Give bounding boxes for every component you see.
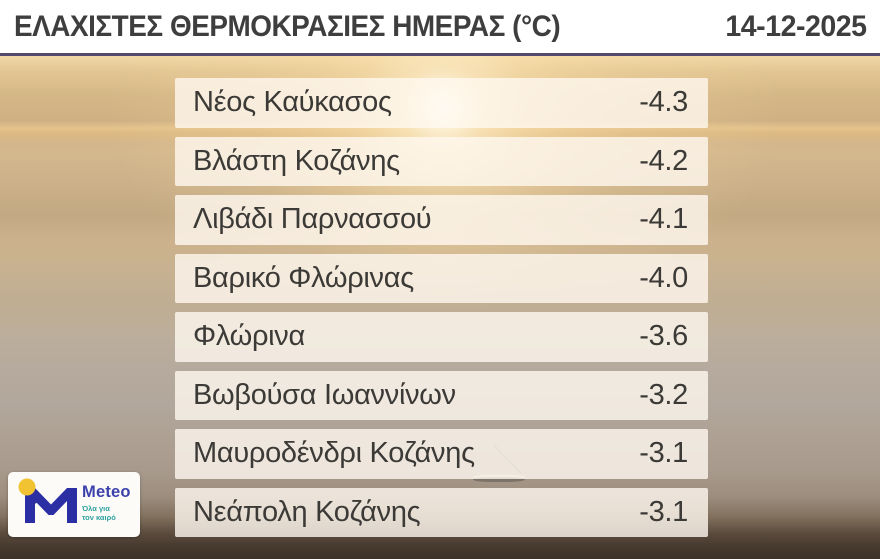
table-row: Βλάστη Κοζάνης -4.2 (175, 136, 708, 186)
page-title: ΕΛΑΧΙΣΤΕΣ ΘΕΡΜΟΚΡΑΣΙΕΣ ΗΜΕΡΑΣ (°C) (14, 9, 561, 43)
meteo-m-icon (18, 478, 77, 523)
date-label: 14-12-2025 (724, 9, 867, 43)
temperature-value: -3.1 (639, 437, 688, 470)
location-label: Βωβούσα Ιωαννίνων (193, 378, 456, 411)
table-row: Μαυροδένδρι Κοζάνης -3.1 (175, 429, 708, 479)
logo-tagline: Όλα για τον καιρό (82, 504, 116, 522)
sun-dot-icon (18, 478, 36, 496)
temperature-value: -3.2 (639, 378, 688, 411)
temperature-value: -3.1 (639, 495, 688, 528)
sailboat-hull (473, 477, 525, 482)
temperature-value: -3.6 (639, 320, 688, 353)
temperature-value: -4.3 (639, 86, 688, 119)
location-label: Βαρικό Φλώρινας (193, 261, 414, 294)
location-label: Λιβάδι Παρνασσού (193, 203, 432, 236)
temperature-value: -4.0 (639, 261, 688, 294)
location-label: Νέος Καύκασος (193, 86, 392, 119)
table-row: Νεάπολη Κοζάνης -3.1 (175, 487, 708, 537)
temperature-value: -4.1 (639, 203, 688, 236)
logo-brand-label: Meteo (82, 483, 131, 501)
table-row: Φλώρινα -3.6 (175, 312, 708, 362)
header-bar: ΕΛΑΧΙΣΤΕΣ ΘΕΡΜΟΚΡΑΣΙΕΣ ΗΜΕΡΑΣ (°C) 14-12… (0, 0, 880, 56)
location-label: Νεάπολη Κοζάνης (193, 495, 421, 528)
temperature-table: Νέος Καύκασος -4.3 Βλάστη Κοζάνης -4.2 Λ… (175, 78, 708, 537)
table-row: Νέος Καύκασος -4.3 (175, 78, 708, 128)
table-row: Βωβούσα Ιωαννίνων -3.2 (175, 370, 708, 420)
meteo-logo: Meteo Όλα για τον καιρό (8, 472, 140, 537)
logo-tagline-line2: τον καιρό (82, 513, 116, 522)
location-label: Βλάστη Κοζάνης (193, 144, 400, 177)
table-row: Βαρικό Φλώρινας -4.0 (175, 253, 708, 303)
location-label: Μαυροδένδρι Κοζάνης (193, 437, 475, 470)
table-row: Λιβάδι Παρνασσού -4.1 (175, 195, 708, 245)
temperature-value: -4.2 (639, 144, 688, 177)
location-label: Φλώρινα (193, 320, 305, 353)
logo-tagline-line1: Όλα για (82, 504, 110, 513)
